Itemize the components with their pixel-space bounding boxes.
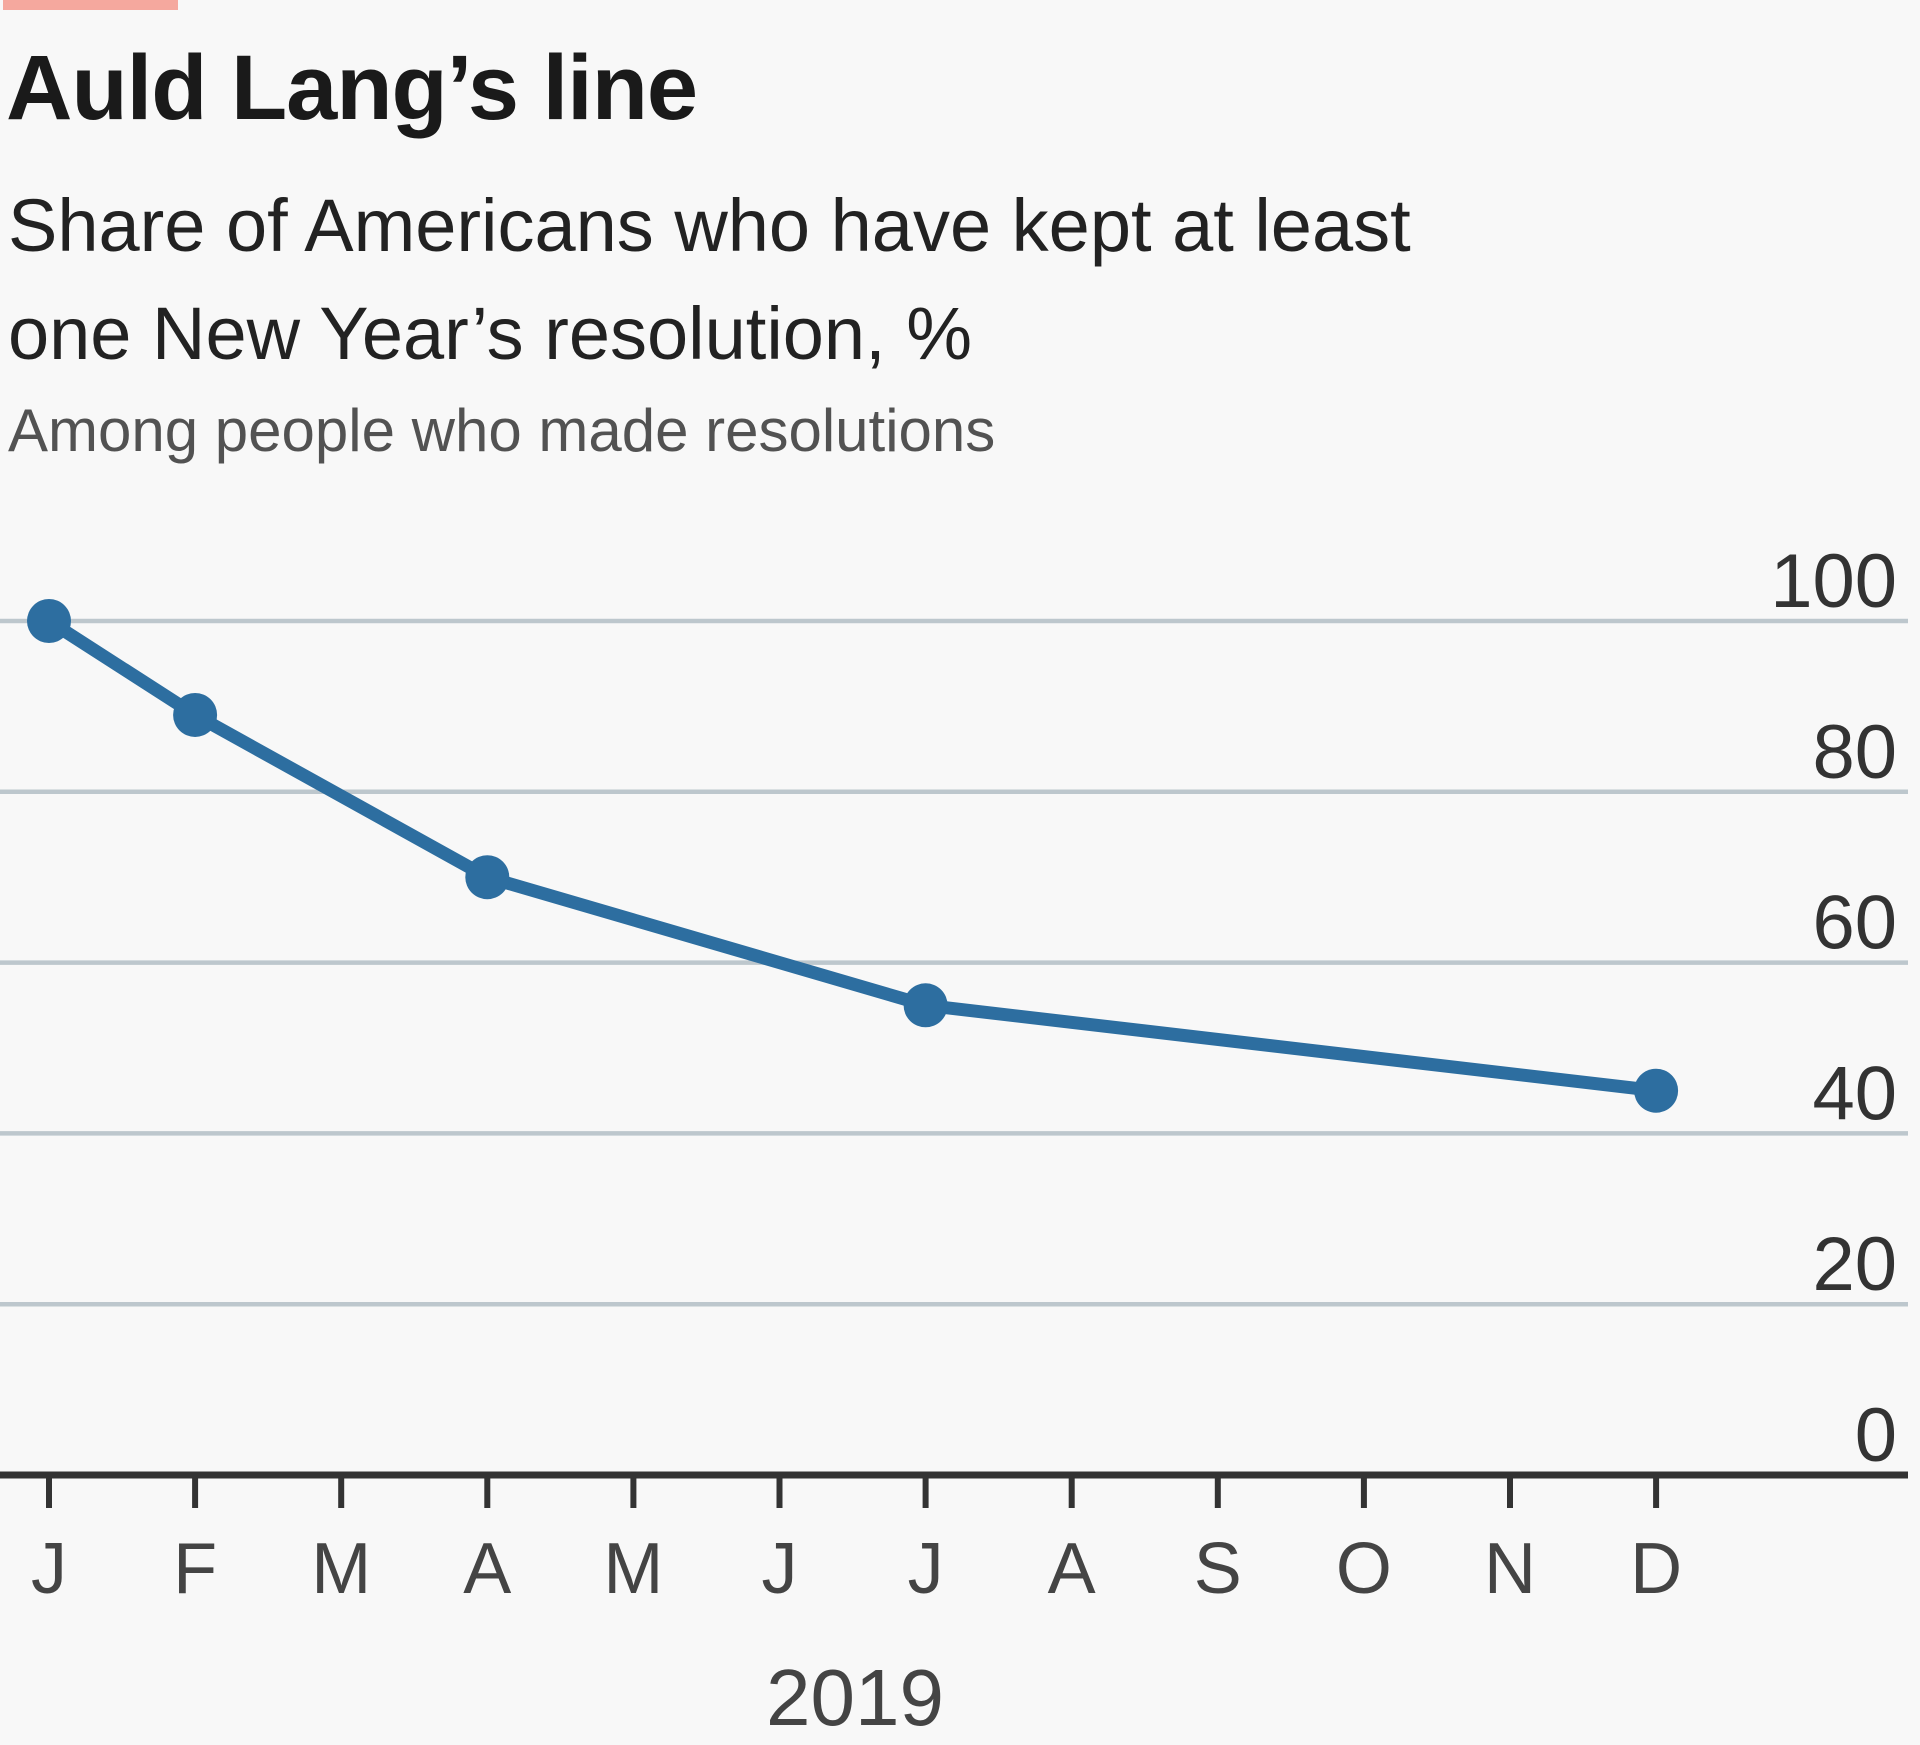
data-point [1634, 1068, 1679, 1113]
y-axis-label: 80 [1812, 710, 1897, 795]
subtitle-line-2: one New Year’s resolution, % [8, 292, 972, 375]
subtitle-line-1: Share of Americans who have kept at leas… [8, 184, 1411, 267]
x-tick-label: M [311, 1529, 371, 1609]
x-tick-label: J [31, 1529, 67, 1609]
x-tick-label: J [908, 1529, 944, 1609]
year-label: 2019 [766, 1653, 944, 1742]
data-point [173, 692, 218, 737]
x-tick-label: N [1484, 1529, 1536, 1609]
y-axis-label: 20 [1812, 1222, 1897, 1307]
x-tick-label: M [603, 1529, 663, 1609]
x-tick-label: A [463, 1529, 511, 1609]
y-axis-label: 60 [1812, 881, 1897, 966]
x-tick-label: D [1630, 1529, 1682, 1609]
data-point [465, 855, 510, 900]
x-tick-label: A [1048, 1529, 1096, 1609]
data-point [27, 599, 71, 643]
series-line [42, 614, 1663, 1098]
y-axis-label: 40 [1812, 1051, 1897, 1136]
y-axis-label: 100 [1770, 539, 1897, 624]
brand-tab [3, 0, 178, 10]
chart-subtitle: Share of Americans who have kept at leas… [8, 172, 1411, 388]
chart-title: Auld Lang’s line [6, 37, 698, 139]
data-point [903, 983, 948, 1028]
x-tick-label: F [173, 1529, 217, 1609]
x-tick-label: J [762, 1529, 798, 1609]
chart-note: Among people who made resolutions [8, 397, 996, 464]
x-tick-label: O [1336, 1529, 1392, 1609]
x-tick-label: S [1194, 1529, 1242, 1609]
y-axis-label: 0 [1855, 1393, 1897, 1478]
